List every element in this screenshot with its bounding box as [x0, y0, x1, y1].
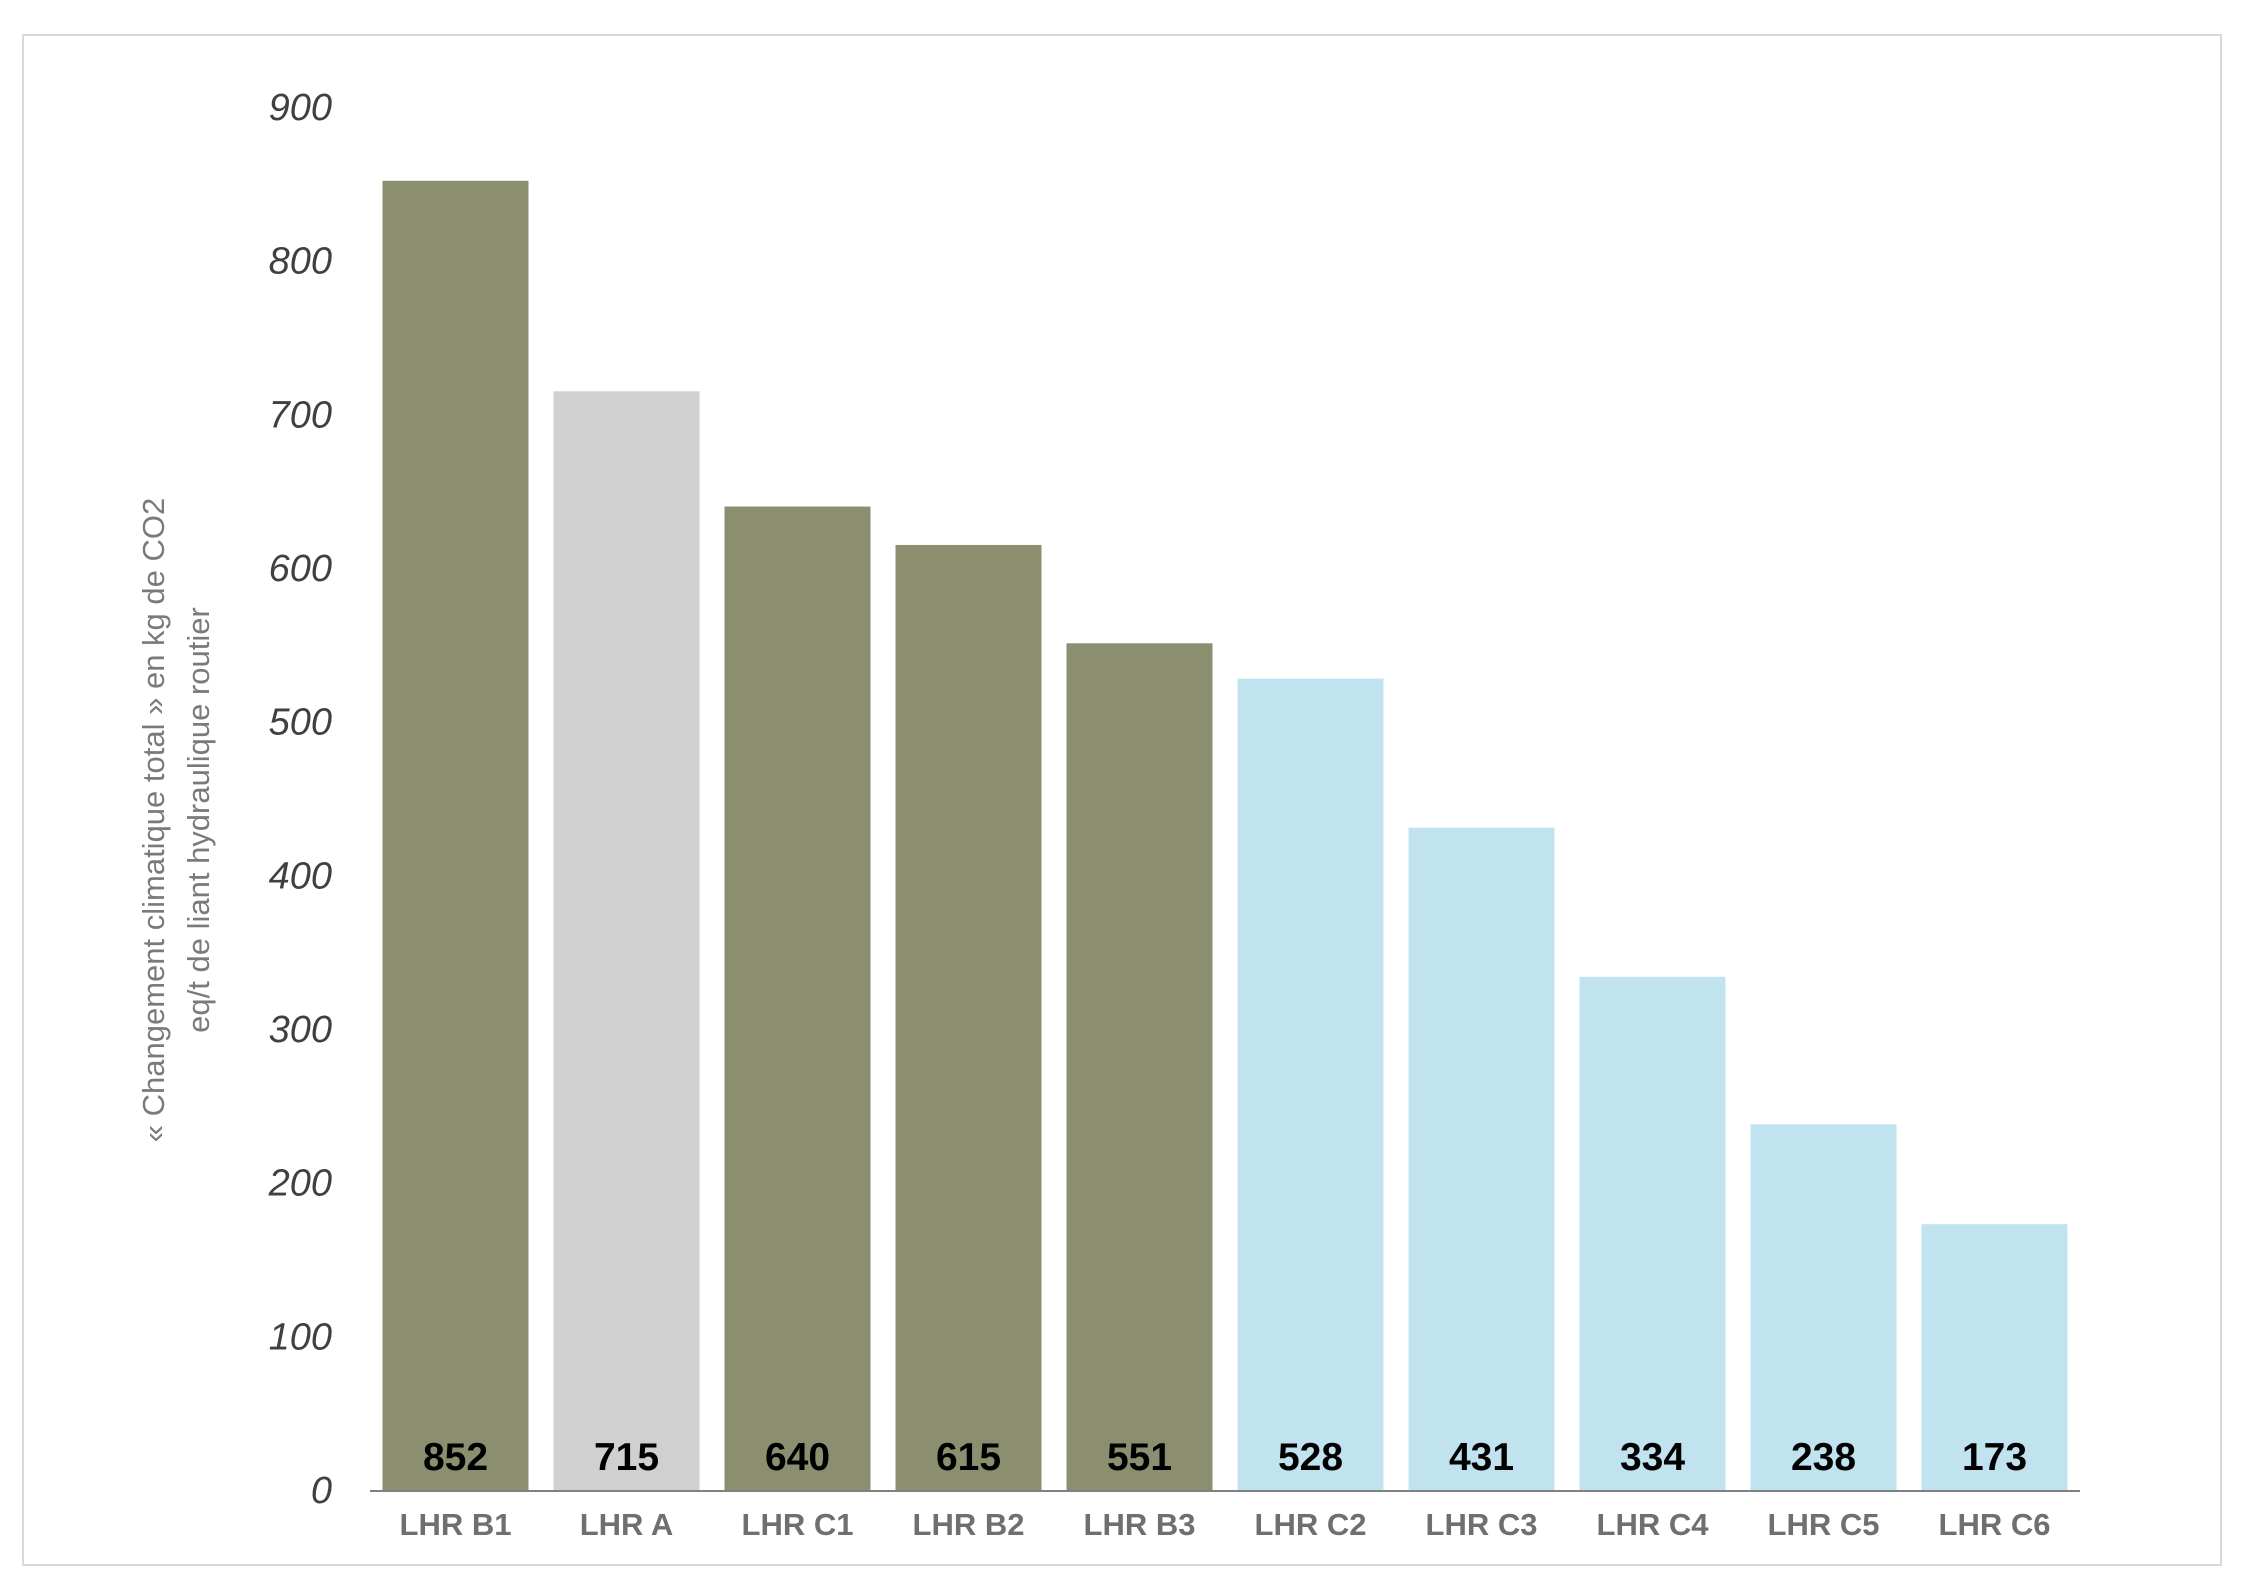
bars [382, 180, 2068, 1490]
y-tick-label: 300 [269, 1009, 332, 1051]
data-label: 852 [423, 1436, 488, 1479]
x-tick-label: LHR B3 [1084, 1507, 1196, 1542]
bar-lhr-c6 [1921, 1224, 2068, 1490]
x-tick-label: LHR B1 [400, 1507, 512, 1542]
y-axis-ticks: 0 100 200 300 400 500 600 700 800 900 [268, 87, 332, 1512]
y-tick-label: 500 [269, 702, 332, 744]
bar-lhr-b2 [895, 544, 1042, 1490]
data-label: 615 [936, 1436, 1001, 1479]
y-axis-label-line-2: eq/t de liant hydraulique routier [181, 607, 216, 1033]
y-tick-label: 400 [269, 855, 332, 897]
x-tick-label: LHR C5 [1768, 1507, 1880, 1542]
y-tick-label: 100 [269, 1316, 332, 1358]
data-label: 715 [594, 1436, 659, 1479]
bar-lhr-b3 [1066, 643, 1213, 1490]
y-tick-label: 800 [269, 241, 332, 283]
bar-lhr-b1 [382, 180, 529, 1490]
y-tick-label: 200 [268, 1163, 332, 1205]
data-label: 431 [1449, 1436, 1514, 1479]
bar-lhr-c4 [1579, 976, 1726, 1490]
y-tick-label: 900 [269, 87, 332, 129]
x-tick-label: LHR C2 [1255, 1507, 1367, 1542]
bar-lhr-c2 [1237, 678, 1384, 1490]
x-tick-label: LHR C3 [1426, 1507, 1538, 1542]
bar-lhr-a [553, 391, 700, 1490]
data-label: 173 [1962, 1436, 2027, 1479]
x-tick-label: LHR B2 [913, 1507, 1025, 1542]
data-label: 334 [1620, 1436, 1685, 1479]
y-tick-label: 700 [269, 394, 332, 436]
x-tick-label: LHR C1 [742, 1507, 854, 1542]
data-label: 528 [1278, 1436, 1343, 1479]
y-tick-label: 0 [311, 1470, 332, 1512]
x-tick-label: LHR C6 [1939, 1507, 2051, 1542]
y-tick-label: 600 [269, 548, 332, 590]
data-label: 238 [1791, 1436, 1856, 1479]
data-labels: 852 715 640 615 551 528 431 334 238 173 [423, 1436, 2027, 1479]
data-label: 551 [1107, 1436, 1172, 1479]
y-axis-label-line-1: « Changement climatique total » en kg de… [136, 498, 171, 1143]
bar-lhr-c5 [1750, 1124, 1897, 1490]
data-label: 640 [765, 1436, 830, 1479]
x-tick-label: LHR A [580, 1507, 674, 1542]
bar-lhr-c3 [1408, 827, 1555, 1490]
x-tick-label: LHR C4 [1597, 1507, 1710, 1542]
bar-lhr-c1 [724, 506, 871, 1490]
x-axis-ticks: LHR B1 LHR A LHR C1 LHR B2 LHR B3 LHR C2 LHR C… [400, 1507, 2051, 1542]
